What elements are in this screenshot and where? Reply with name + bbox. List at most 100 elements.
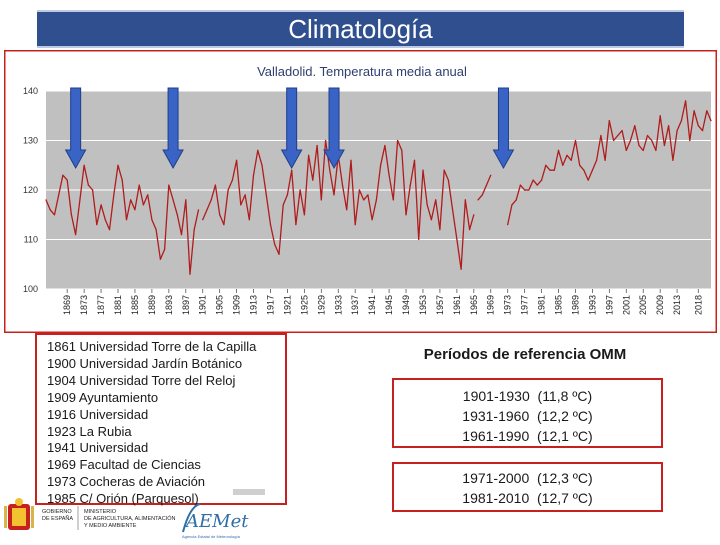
data-point	[621, 130, 623, 132]
x-tick-label: 1897	[181, 295, 191, 315]
station-change-arrows	[64, 87, 515, 170]
data-point	[303, 214, 305, 216]
reference-title: Períodos de referencia OMM	[423, 346, 627, 363]
data-point	[53, 214, 56, 216]
ministry-line: DE AGRICULTURA, ALIMENTACIÓN	[84, 515, 176, 522]
x-tick-label: 1941	[367, 295, 377, 315]
data-point	[236, 159, 238, 161]
data-point	[113, 194, 115, 196]
x-tick-label: 1953	[418, 295, 428, 315]
chart-canvas: Valladolid. Temperatura media anual 100 1…	[2, 48, 719, 335]
data-point	[418, 238, 420, 241]
data-point	[629, 139, 632, 142]
data-point	[367, 194, 369, 196]
data-point	[596, 159, 598, 161]
data-point	[75, 234, 77, 236]
slide-title: Climatología	[37, 10, 684, 48]
data-point	[452, 209, 454, 211]
data-point	[587, 179, 589, 181]
station-change-arrow-icon	[280, 87, 303, 170]
x-tick-label: 1909	[232, 295, 242, 315]
data-point	[532, 179, 534, 181]
data-point	[138, 184, 140, 186]
data-point	[155, 229, 157, 231]
data-point	[257, 149, 259, 151]
data-point	[519, 184, 522, 186]
x-tick-label: 1957	[435, 295, 445, 315]
data-point	[248, 219, 250, 221]
data-point	[295, 224, 297, 226]
data-point	[473, 214, 475, 216]
data-point	[320, 199, 322, 201]
chart-title: Valladolid. Temperatura media anual	[257, 64, 467, 79]
spain-coat-of-arms-icon	[4, 498, 34, 530]
data-point	[197, 209, 200, 211]
data-point	[312, 179, 314, 181]
x-tick-label: 1965	[469, 295, 479, 315]
x-tick-label: 2001	[621, 295, 631, 315]
data-point	[329, 169, 331, 171]
data-point	[693, 110, 695, 112]
x-tick-label: 1881	[113, 295, 123, 315]
data-point	[286, 194, 288, 196]
data-point	[566, 154, 568, 156]
data-point	[371, 219, 373, 221]
data-point	[210, 199, 212, 201]
data-point	[252, 174, 255, 176]
data-point	[469, 229, 471, 231]
data-point	[613, 139, 615, 142]
data-point	[108, 229, 111, 231]
reference-period: 1971-2000 (12,3 ºC)	[462, 470, 593, 486]
x-tick-label: 2013	[672, 295, 682, 315]
data-point	[130, 199, 132, 201]
station-change-arrow-icon	[64, 87, 87, 170]
data-point	[401, 149, 403, 151]
reference-periods-classic: 1901-1930 (11,8 ºC) 1931-1960 (12,2 ºC) …	[392, 378, 663, 448]
x-tick-label: 1893	[164, 295, 174, 315]
y-axis-ticks: 100 110 120 130 140	[23, 86, 38, 294]
data-point	[659, 115, 661, 117]
data-point	[325, 139, 327, 142]
data-point	[456, 238, 458, 241]
data-point	[354, 224, 356, 226]
list-scrollbar[interactable]	[233, 489, 265, 495]
x-tick-label: 1933	[333, 295, 343, 315]
data-point	[600, 134, 602, 137]
station-change-arrow-icon	[162, 87, 184, 170]
aemet-subtitle: Agencia Estatal de Meteorología	[182, 534, 241, 539]
x-tick-label: 2018	[693, 295, 703, 315]
x-tick-label: 2009	[655, 295, 665, 315]
data-point	[557, 149, 560, 151]
data-point	[574, 139, 577, 142]
y-tick-label: 140	[23, 86, 38, 96]
x-tick-label: 1937	[350, 295, 360, 315]
data-point	[426, 204, 428, 206]
x-tick-label: 1949	[401, 295, 411, 315]
data-point	[697, 125, 699, 127]
data-point	[214, 184, 216, 186]
data-point	[668, 125, 670, 127]
reference-period: 1901-1930 (11,8 ºC)	[462, 388, 593, 404]
x-tick-label: 1929	[316, 295, 326, 315]
x-tick-label: 1885	[130, 295, 140, 315]
station-item: 1900 Universidad Jardín Botánico	[47, 355, 243, 371]
data-point	[223, 224, 225, 226]
data-point	[435, 199, 437, 201]
data-point	[591, 169, 594, 171]
y-tick-label: 120	[23, 185, 38, 195]
data-point	[227, 189, 229, 191]
ministry-line: Y MEDIO AMBIENTE	[84, 523, 137, 529]
y-tick-label: 100	[23, 284, 38, 294]
data-point	[511, 204, 513, 206]
data-point	[638, 144, 640, 147]
data-point	[79, 199, 81, 201]
data-point	[202, 219, 204, 221]
station-list-box: 1861 Universidad Torre de la Capilla 190…	[35, 333, 287, 506]
data-point	[481, 194, 483, 196]
x-tick-label: 1925	[299, 295, 309, 315]
data-point	[447, 179, 449, 181]
data-point	[358, 189, 360, 191]
y-tick-label: 110	[24, 235, 38, 245]
data-point	[62, 174, 64, 176]
data-point	[206, 209, 208, 211]
